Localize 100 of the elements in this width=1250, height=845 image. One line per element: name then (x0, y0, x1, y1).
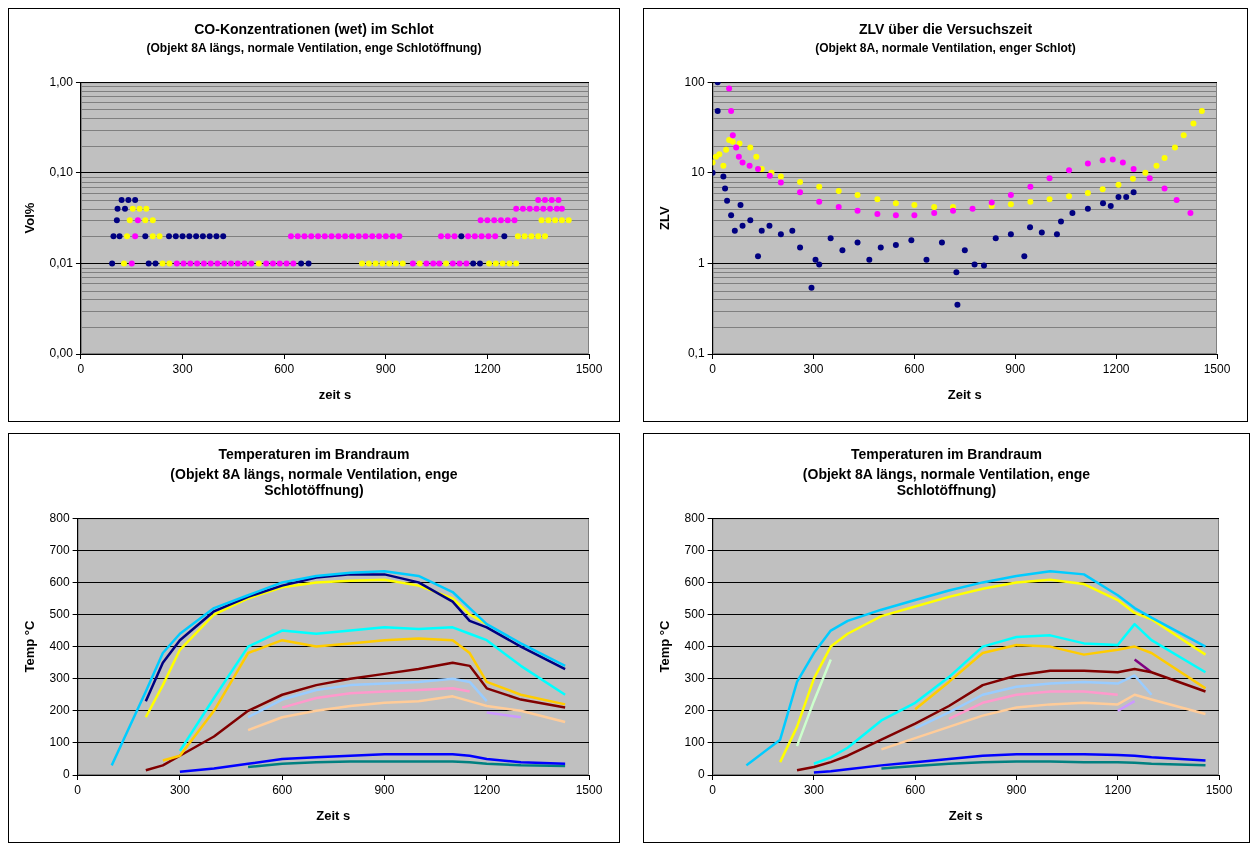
y-tick-label: 500 (684, 606, 705, 621)
point (1053, 231, 1060, 238)
point (735, 153, 742, 160)
point (731, 227, 738, 234)
point (1161, 154, 1168, 161)
point (797, 244, 804, 251)
point (1109, 156, 1116, 163)
y-tick-label: 700 (49, 542, 70, 557)
point (521, 233, 528, 240)
y-axis-title: Vol% (22, 202, 38, 234)
point (514, 233, 521, 240)
x-tick-label: 900 (1005, 361, 1026, 376)
point (1130, 189, 1137, 196)
point (565, 217, 572, 224)
y-tick-label: 200 (684, 703, 705, 718)
point (1069, 210, 1076, 216)
x-tick-label: 0 (77, 361, 85, 376)
point (124, 233, 131, 240)
point (827, 235, 834, 242)
point (816, 198, 823, 205)
point (1123, 194, 1130, 201)
y-tick-label: 1 (697, 255, 705, 270)
point (143, 205, 150, 212)
x-tick-label: 1500 (1205, 782, 1233, 797)
point (142, 233, 149, 240)
point (193, 233, 200, 240)
point (1027, 183, 1034, 190)
point (541, 233, 548, 240)
point (298, 260, 305, 267)
point (739, 159, 746, 166)
point (1130, 166, 1137, 173)
point (766, 222, 773, 229)
y-tick-label: 100 (684, 735, 705, 750)
x-axis-title: Zeit s (947, 386, 982, 402)
point (365, 260, 372, 267)
point (125, 197, 132, 204)
point (506, 260, 513, 267)
point (1038, 229, 1045, 236)
point (213, 233, 220, 240)
point (723, 146, 730, 153)
chart-title: Temperaturen im Brandraum (217, 446, 411, 462)
point (558, 217, 565, 224)
point (714, 108, 721, 115)
point (747, 217, 754, 224)
point (545, 217, 552, 224)
chart-title: ZLV über die Versuchszeit (857, 21, 1034, 37)
point (416, 260, 423, 267)
point (729, 132, 736, 139)
point (1027, 224, 1034, 231)
point (1190, 120, 1197, 127)
y-tick-label: 700 (684, 542, 705, 557)
point (186, 233, 193, 240)
point (854, 207, 861, 214)
point (954, 301, 961, 308)
point (1173, 197, 1180, 204)
point (206, 233, 213, 240)
point (1084, 160, 1091, 167)
chart-subtitle: (Objekt 8A längs, normale Ventilation, enge Schlotöffnung) (169, 466, 459, 498)
point (552, 217, 559, 224)
point (854, 239, 861, 246)
point (961, 247, 968, 254)
point (1171, 144, 1178, 151)
point (132, 197, 139, 204)
point (1046, 196, 1053, 203)
y-tick-label: 0 (697, 767, 705, 782)
point (1100, 200, 1107, 207)
point (159, 260, 166, 267)
x-tick-label: 1500 (1203, 361, 1231, 376)
point (1066, 193, 1073, 200)
x-tick-label: 900 (374, 782, 395, 797)
point (835, 187, 842, 194)
point (950, 207, 957, 214)
y-tick-label: 200 (49, 703, 70, 718)
x-axis-title: Zeit s (316, 807, 351, 823)
point (1007, 201, 1014, 208)
point (1021, 253, 1028, 260)
point (149, 217, 156, 224)
point (969, 205, 976, 212)
point (486, 260, 493, 267)
point (1046, 175, 1053, 182)
y-axis-title: Temp °C (657, 620, 673, 673)
y-tick-label: 800 (49, 510, 70, 525)
y-tick-label: 400 (684, 638, 705, 653)
point (126, 217, 133, 224)
y-tick-label: 600 (684, 574, 705, 589)
y-tick-label: 800 (684, 510, 705, 525)
point (172, 233, 179, 240)
point (535, 233, 542, 240)
point (729, 138, 736, 145)
x-tick-label: 1500 (575, 361, 603, 376)
point (724, 197, 731, 204)
x-tick-label: 600 (274, 361, 295, 376)
y-tick-label: 0,1 (687, 346, 705, 361)
point (1187, 210, 1194, 216)
point (255, 260, 262, 267)
y-tick-label: 500 (49, 606, 70, 621)
y-tick-label: 0,00 (49, 346, 74, 361)
point (726, 85, 733, 92)
point (149, 233, 156, 240)
point (923, 256, 930, 263)
